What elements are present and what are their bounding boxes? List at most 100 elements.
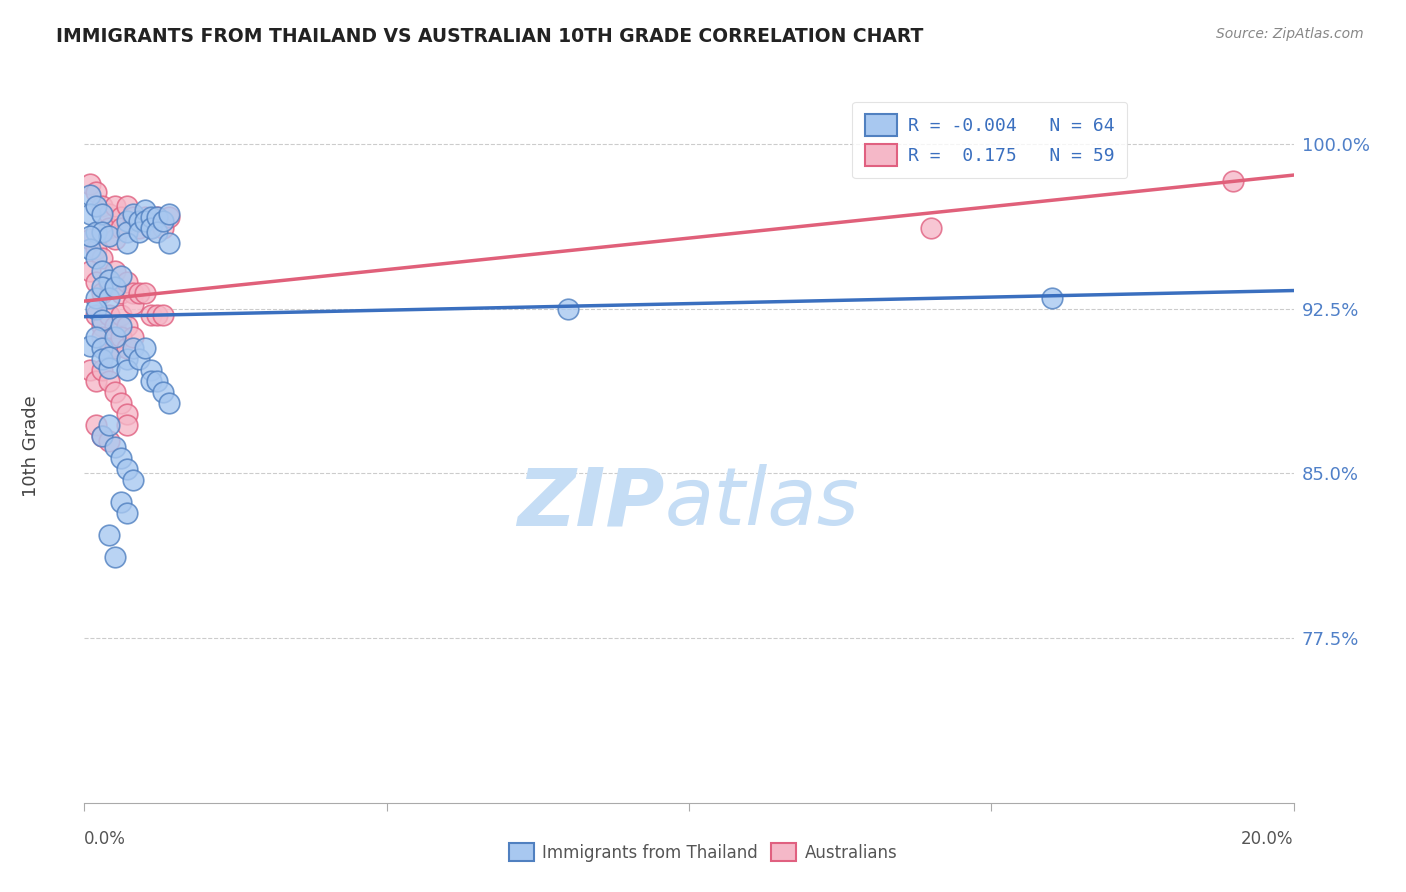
Point (97, 229, 120, 244)
Point (146, 309, 169, 323)
Point (157, 235, 180, 250)
Point (557, 301, 579, 316)
Point (97, 341, 120, 355)
Point (104, 385, 127, 400)
Point (86, 309, 108, 323)
Text: 10th Grade: 10th Grade (22, 395, 39, 497)
Point (121, 297, 143, 311)
Point (110, 451, 132, 466)
Point (104, 280, 127, 294)
Text: ZIP: ZIP (517, 464, 665, 542)
Point (110, 309, 132, 323)
Point (139, 220, 162, 235)
Point (104, 264, 127, 278)
Point (91, 363, 114, 377)
Point (86, 291, 108, 305)
Point (146, 374, 169, 388)
Point (121, 330, 143, 344)
Point (128, 286, 150, 301)
Point (115, 276, 138, 290)
Point (104, 231, 127, 245)
Point (121, 473, 143, 487)
Point (146, 210, 169, 224)
Point (79, 231, 101, 245)
Point (146, 210, 169, 224)
Point (79, 363, 101, 377)
Point (97, 350, 120, 364)
Point (86, 243, 108, 257)
Point (91, 286, 114, 301)
Point (91, 264, 114, 278)
Point (104, 198, 127, 212)
Point (110, 319, 132, 334)
Point (86, 225, 108, 239)
Point (79, 264, 101, 278)
Point (139, 309, 162, 323)
Text: 0.0%: 0.0% (84, 830, 127, 847)
Point (104, 319, 127, 334)
Point (79, 243, 101, 257)
Point (1040, 291, 1063, 305)
Point (91, 225, 114, 239)
Point (134, 214, 156, 228)
Point (86, 198, 108, 212)
Point (91, 341, 114, 355)
Point (97, 276, 120, 290)
Point (86, 418, 108, 433)
Point (91, 352, 114, 367)
Point (97, 273, 120, 287)
Point (91, 198, 114, 212)
Legend: R = -0.004   N = 64, R =  0.175   N = 59: R = -0.004 N = 64, R = 0.175 N = 59 (852, 102, 1128, 178)
Point (104, 549, 127, 564)
Point (128, 225, 150, 239)
Point (110, 286, 132, 301)
Point (139, 374, 162, 388)
Point (152, 385, 174, 400)
Point (157, 207, 180, 221)
Point (86, 186, 108, 200)
Point (86, 252, 108, 266)
Point (86, 301, 108, 316)
Point (115, 198, 138, 212)
Point (91, 280, 114, 294)
Point (134, 210, 156, 224)
Point (115, 506, 138, 520)
Point (128, 214, 150, 228)
Point (97, 220, 120, 235)
Point (110, 220, 132, 235)
Point (104, 330, 127, 344)
Point (86, 276, 108, 290)
Point (97, 528, 120, 542)
Point (91, 429, 114, 443)
Point (97, 374, 120, 388)
Point (79, 229, 101, 244)
Point (115, 235, 138, 250)
Text: IMMIGRANTS FROM THAILAND VS AUSTRALIAN 10TH GRADE CORRELATION CHART: IMMIGRANTS FROM THAILAND VS AUSTRALIAN 1… (56, 27, 924, 45)
Point (104, 440, 127, 454)
Point (110, 330, 132, 344)
Text: 20.0%: 20.0% (1241, 830, 1294, 847)
Legend: Immigrants from Thailand, Australians: Immigrants from Thailand, Australians (501, 835, 905, 871)
Point (121, 286, 143, 301)
Point (115, 363, 138, 377)
Point (79, 207, 101, 221)
Point (157, 396, 180, 410)
Point (110, 396, 132, 410)
Point (146, 225, 169, 239)
Point (134, 341, 156, 355)
Point (104, 341, 127, 355)
Text: Source: ZipAtlas.com: Source: ZipAtlas.com (1216, 27, 1364, 41)
Point (97, 418, 120, 433)
Point (134, 202, 156, 217)
Point (91, 207, 114, 221)
Point (920, 220, 942, 235)
Point (115, 407, 138, 421)
Text: atlas: atlas (665, 464, 859, 542)
Point (134, 286, 156, 301)
Point (121, 207, 143, 221)
Point (1222, 174, 1244, 188)
Point (97, 309, 120, 323)
Point (152, 214, 174, 228)
Point (128, 352, 150, 367)
Point (110, 210, 132, 224)
